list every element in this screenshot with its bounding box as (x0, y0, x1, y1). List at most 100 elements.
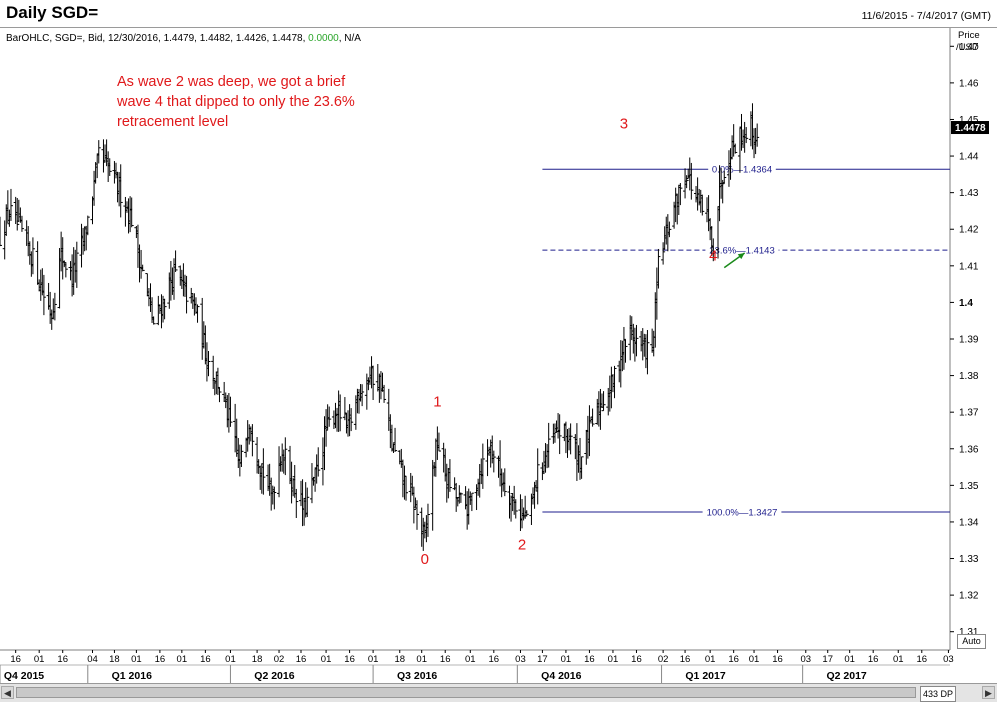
zoom-level[interactable]: 433 DP (920, 686, 957, 702)
price-tick-label: 1.46 (959, 78, 979, 89)
scroll-thumb[interactable] (16, 687, 916, 698)
ohlc-bar (711, 238, 716, 262)
ohlc-bar (552, 423, 557, 443)
ohlc-bar (228, 396, 233, 427)
price-tick-label: 1.44 (959, 152, 979, 163)
ohlc-bar (425, 503, 430, 537)
ohlc-bar (447, 459, 452, 492)
ohlc-bar (634, 324, 639, 357)
date-tick-label: 01 (177, 654, 188, 665)
price-tick-label: 1.41 (959, 261, 979, 272)
quarter-label: Q2 2016 (254, 670, 294, 682)
date-tick-label: 01 (321, 654, 332, 665)
price-tick-label: 1.47 (959, 42, 979, 53)
ohlc-bar (360, 384, 365, 407)
ohlc-bar (338, 394, 343, 432)
date-tick-label: 17 (822, 654, 833, 665)
ohlc-bar (316, 447, 321, 477)
date-tick-label: 16 (772, 654, 783, 665)
ohlc-bar (283, 437, 288, 476)
date-tick-label: 01 (608, 654, 619, 665)
ohlc-bar (590, 408, 595, 427)
ohlc-bar (189, 287, 194, 304)
triangle-left-icon[interactable]: ◀ (1, 686, 14, 699)
price-tick-label: 1.31 (959, 627, 979, 638)
wave-label-2: 2 (518, 536, 526, 553)
date-tick-label: 16 (57, 654, 68, 665)
horizontal-scrollbar[interactable]: ◀ 433 DP ▶ (0, 683, 997, 702)
ohlc-bar (184, 275, 189, 314)
ohlc-bar (469, 492, 474, 512)
ohlc-bar (206, 351, 211, 377)
ohlc-bar (52, 292, 57, 321)
date-tick-label: 16 (200, 654, 211, 665)
price-tick-label: 1.37 (959, 408, 979, 419)
ohlc-bar (678, 183, 683, 206)
fib-level-label: 100.0%—1.3427 (707, 508, 778, 519)
ohlc-bar (491, 450, 496, 473)
ohlc-bar (656, 248, 661, 289)
annotation-line-2: wave 4 that dipped to only the 23.6% (116, 94, 355, 110)
wave-label-1: 1 (433, 394, 441, 411)
ohlc-bar (733, 143, 738, 154)
date-tick-label: 18 (109, 654, 120, 665)
ohlc-bar (557, 414, 562, 455)
date-tick-label: 16 (631, 654, 642, 665)
wave-label-0: 0 (421, 551, 429, 568)
ohlc-bar (502, 468, 507, 497)
date-tick-label: 16 (155, 654, 166, 665)
ohlc-bar (689, 162, 694, 200)
ohlc-bar (393, 427, 398, 453)
price-tick-label: 1.45 (959, 115, 979, 126)
annotation-arrow (723, 252, 746, 269)
price-tick-label: 1.4 (959, 298, 973, 309)
ohlc-bar (436, 432, 441, 452)
date-tick-label: 01 (416, 654, 427, 665)
ohlc-bar (744, 127, 749, 144)
ohlc-bar (755, 123, 760, 147)
date-tick-label: 16 (440, 654, 451, 665)
date-tick-label: 02 (274, 654, 285, 665)
ohlc-bar (129, 197, 134, 228)
price-tick-label: 1.35 (959, 481, 979, 492)
fib-label-bg (705, 244, 779, 256)
price-tick-label: 1.39 (959, 335, 979, 346)
triangle-right-icon[interactable]: ▶ (982, 686, 995, 699)
auto-scale-button[interactable]: Auto (957, 634, 986, 649)
annotation-text: As wave 2 was deep, we got a brief wave … (116, 74, 359, 130)
ohlc-bar (546, 422, 551, 468)
date-tick-label: 01 (844, 654, 855, 665)
price-axis-title: Price (958, 30, 980, 41)
fib-label-bg (708, 163, 776, 175)
ohlc-bars (0, 103, 760, 551)
date-tick-label: 16 (489, 654, 500, 665)
ohlc-bar (294, 488, 299, 519)
ohlc-bar (19, 215, 24, 232)
ohlc-bar (382, 384, 387, 403)
date-tick-label: 03 (515, 654, 526, 665)
date-tick-label: 01 (131, 654, 142, 665)
ohlc-bar (15, 198, 20, 231)
legend-suffix: , N/A (339, 33, 362, 44)
ohlc-bar (140, 264, 145, 272)
ohlc-bar (568, 423, 573, 455)
date-tick-label: 16 (10, 654, 21, 665)
legend-change: 0.0000 (308, 33, 339, 44)
ohlc-bar (700, 194, 705, 216)
ohlc-bar (458, 492, 463, 503)
quarter-label: Q1 2017 (685, 670, 725, 682)
ohlc-bar (195, 304, 200, 323)
ohlc-bar (74, 241, 79, 288)
quarter-label: Q4 2015 (4, 670, 44, 682)
ohlc-bar (645, 330, 650, 375)
price-tick-label: 1.42 (959, 225, 979, 236)
ohlc-bar (411, 486, 416, 524)
quarter-label: Q1 2016 (112, 670, 152, 682)
date-tick-label: 01 (465, 654, 476, 665)
date-tick-label: 03 (800, 654, 811, 665)
fib-level-label: 0.0%—1.4364 (712, 165, 772, 176)
chart-area[interactable]: BarOHLC, SGD=, Bid, 12/30/2016, 1.4479, … (0, 0, 997, 683)
quarter-label: Q3 2016 (397, 670, 437, 682)
date-tick-label: 16 (584, 654, 595, 665)
date-tick-label: 01 (225, 654, 236, 665)
